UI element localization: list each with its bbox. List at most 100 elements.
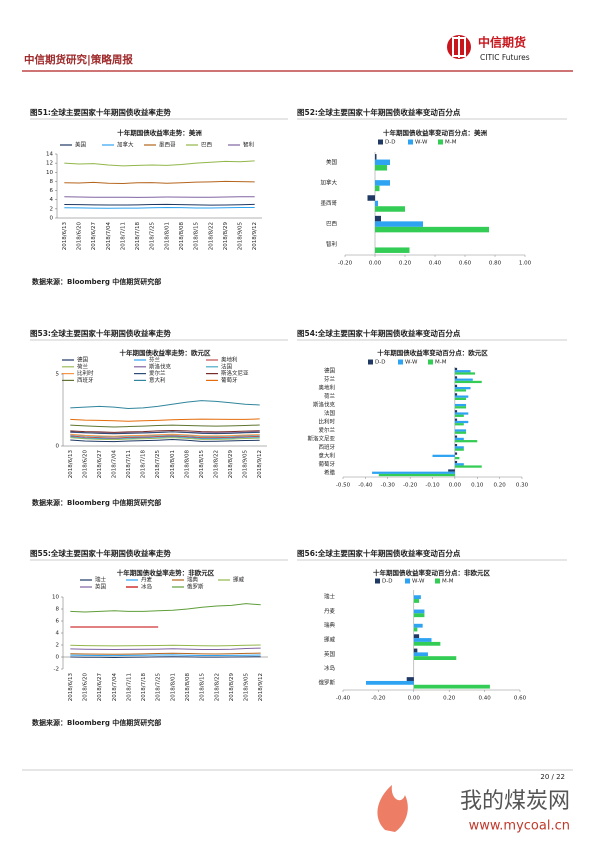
x-tick-label: 0.20 — [443, 696, 456, 702]
x-tick-label: 2018/8/15 — [199, 450, 205, 479]
series-line — [70, 656, 261, 658]
bar — [454, 395, 469, 398]
bar — [454, 448, 464, 451]
bar — [454, 423, 464, 426]
bar — [454, 376, 458, 379]
bar — [454, 465, 482, 468]
x-tick-label: -0.40 — [336, 696, 351, 702]
category-label: 意大利 — [318, 451, 335, 459]
legend-label: D-D — [375, 360, 385, 366]
series-line — [70, 603, 261, 613]
x-tick-label: 0.60 — [459, 261, 472, 267]
bar — [454, 435, 458, 438]
x-tick-label: 0.40 — [429, 261, 442, 267]
legend-label: 挪威 — [233, 576, 245, 584]
x-tick-label: 2018/7/25 — [155, 450, 161, 479]
x-tick-label: -0.50 — [336, 483, 351, 489]
x-tick-label: 2018/7/04 — [106, 222, 112, 251]
y-tick-label: 0 — [56, 444, 60, 450]
logo — [447, 35, 471, 59]
bar — [454, 452, 458, 455]
y-tick-label: 6 — [56, 619, 60, 625]
series-line — [70, 437, 260, 441]
bar — [454, 406, 467, 409]
watermark-url: www.mycoal.cn — [469, 819, 570, 834]
x-tick-label: 2018/7/18 — [141, 450, 147, 479]
series-line — [70, 429, 260, 433]
y-tick-label: 6 — [50, 188, 54, 194]
y-tick-label: 8 — [50, 179, 54, 185]
x-tick-label: 2018/7/25 — [156, 673, 162, 702]
legend-label: W-W — [405, 360, 418, 366]
bar — [454, 437, 464, 441]
series-line — [70, 434, 260, 438]
x-tick-label: 2018/7/18 — [135, 222, 141, 251]
series-line — [64, 180, 255, 184]
legend-label: M-M — [445, 140, 457, 146]
bar — [454, 380, 482, 384]
legend-swatch — [408, 139, 413, 145]
bar — [413, 599, 420, 603]
category-label: 墨西哥 — [320, 200, 337, 207]
legend-label: 德国 — [77, 356, 89, 364]
category-label: 丹麦 — [324, 607, 336, 615]
bar — [454, 393, 458, 396]
series-line — [70, 647, 261, 651]
bar — [367, 195, 375, 201]
bar — [413, 613, 425, 618]
legend-label: 加拿大 — [117, 141, 134, 149]
category-label: 奥地利 — [318, 384, 335, 392]
figure-caption: 图55:全球主要国家十年期国债收益率走势 — [30, 548, 171, 558]
category-label: 法国 — [324, 409, 336, 417]
legend-swatch — [368, 359, 373, 365]
logo-cn: 中信期货 — [478, 35, 526, 50]
legend-label: 丹麦 — [141, 576, 153, 584]
x-tick-label: 2018/8/01 — [170, 450, 176, 478]
watermark-flame — [377, 785, 408, 832]
x-tick-label: 2018/8/22 — [214, 450, 220, 478]
x-tick-label: 2018/8/08 — [179, 222, 185, 251]
legend-swatch — [378, 139, 383, 145]
x-tick-label: 2018/8/08 — [185, 673, 191, 702]
y-tick-label: 12 — [46, 161, 53, 167]
legend-label: 意大利 — [149, 376, 166, 384]
legend-label: W-W — [412, 579, 425, 585]
y-tick-label: 5 — [56, 372, 60, 378]
figure-source: 数据来源：Bloomberg 中信期货研究部 — [32, 277, 161, 286]
category-label: 比利时 — [318, 418, 335, 426]
x-tick-label: -0.10 — [425, 483, 440, 489]
series-line — [70, 435, 260, 439]
bar — [454, 429, 467, 432]
legend-label: 巴西 — [201, 142, 213, 149]
bar — [454, 420, 469, 424]
x-tick-label: 2018/6/13 — [68, 450, 74, 479]
x-tick-label: 2018/8/15 — [194, 222, 200, 251]
x-tick-label: 2018/6/20 — [82, 673, 88, 702]
bar — [454, 418, 458, 421]
category-label: 瑞士 — [324, 593, 336, 601]
legend-label: 斯洛文尼亚 — [221, 369, 249, 377]
legend-label: 葡萄牙 — [221, 376, 238, 384]
x-tick-label: 2018/7/11 — [126, 673, 132, 701]
bar — [375, 154, 377, 160]
bar — [406, 677, 414, 681]
x-tick-label: 2018/8/08 — [184, 450, 190, 479]
bar — [454, 440, 478, 443]
bar — [413, 684, 490, 689]
y-tick-label: 10 — [46, 170, 53, 176]
bar — [454, 463, 464, 466]
legend-label: D-D — [385, 140, 395, 146]
legend-label: 冰岛 — [141, 583, 153, 591]
y-tick-label: 14 — [46, 152, 53, 158]
bar — [454, 403, 467, 407]
bar — [454, 412, 469, 415]
legend-label: 芬兰 — [149, 356, 161, 364]
bar — [375, 206, 405, 212]
category-label: 英国 — [324, 650, 336, 658]
series-line — [70, 418, 260, 422]
bar — [375, 221, 423, 227]
category-label: 挪威 — [324, 636, 336, 644]
legend-label: 瑞典 — [187, 576, 199, 584]
figure-caption: 图54:全球主要国家十年期国债收益率变动百分点 — [297, 328, 461, 338]
